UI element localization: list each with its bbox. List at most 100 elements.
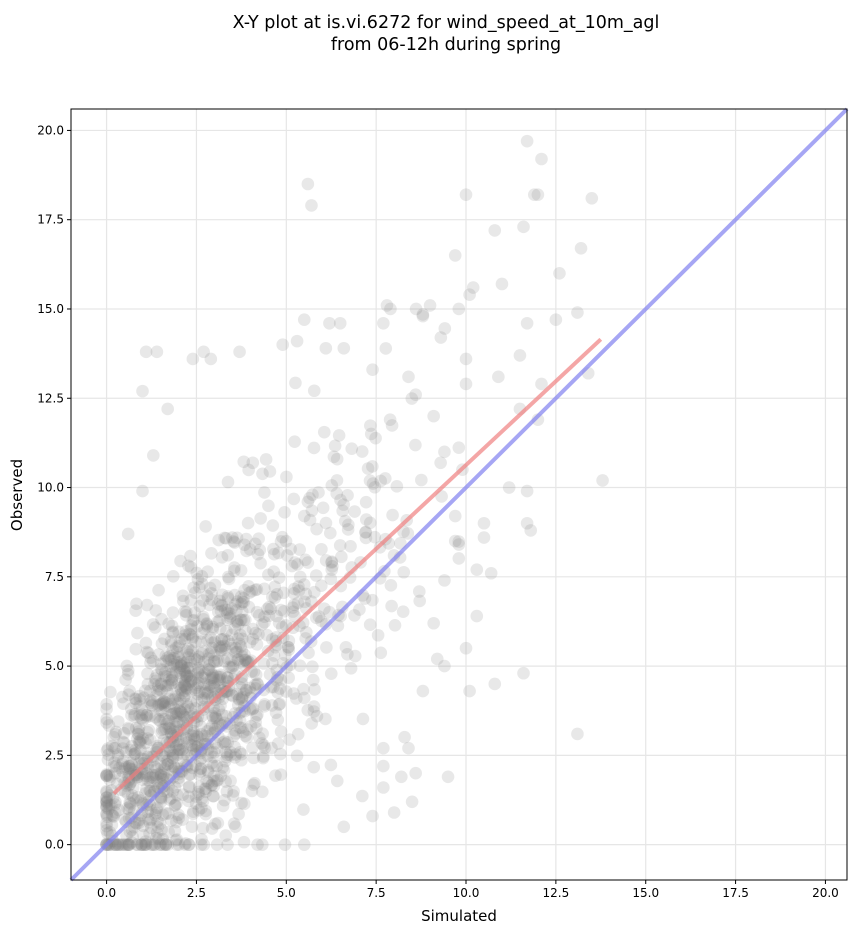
data-point [222, 634, 235, 648]
data-point [280, 549, 294, 562]
data-point [118, 838, 132, 851]
data-point [106, 791, 120, 805]
x-tick-label: 15.0 [632, 886, 659, 900]
data-point [217, 639, 231, 653]
data-point [153, 817, 167, 830]
data-point [452, 552, 466, 565]
data-points [100, 134, 609, 851]
data-point [315, 542, 328, 556]
data-point [390, 480, 404, 493]
data-point [194, 635, 208, 648]
data-point [234, 681, 247, 694]
data-point [150, 668, 164, 682]
data-point [334, 493, 347, 507]
data-point [412, 585, 426, 598]
data-point [156, 698, 170, 711]
data-point [263, 465, 277, 478]
data-point [378, 472, 392, 485]
data-point [213, 594, 227, 608]
data-point [250, 583, 264, 596]
data-point [363, 474, 377, 488]
data-point [158, 712, 171, 726]
data-point [258, 700, 271, 713]
grid-lines [71, 109, 847, 880]
data-point [394, 536, 407, 550]
data-point [144, 821, 158, 835]
data-point [330, 452, 344, 466]
data-point [397, 565, 411, 579]
data-point [133, 736, 146, 749]
data-point [150, 826, 164, 839]
data-point [140, 598, 154, 612]
data-point [319, 712, 332, 726]
data-point [170, 658, 184, 672]
data-point [169, 834, 183, 847]
data-point [174, 657, 188, 671]
data-point [129, 642, 143, 656]
data-point [139, 838, 153, 851]
data-point [234, 640, 248, 653]
data-point [164, 722, 177, 735]
x-tick-label: 7.5 [367, 886, 386, 900]
data-point [164, 635, 178, 648]
data-point [251, 838, 264, 851]
data-point [203, 581, 217, 595]
data-point [180, 605, 193, 619]
data-point [327, 450, 341, 464]
data-point [184, 675, 197, 689]
data-point [258, 741, 272, 755]
data-point [146, 618, 160, 631]
data-point [368, 480, 382, 494]
data-point [121, 667, 135, 681]
data-point [221, 613, 234, 627]
data-point [213, 622, 227, 635]
data-point [100, 784, 113, 798]
data-point [170, 797, 183, 810]
data-point [269, 769, 282, 782]
data-point [452, 538, 466, 551]
data-point [176, 813, 189, 826]
data-point [176, 594, 190, 608]
data-point [113, 838, 127, 851]
data-point [162, 692, 175, 705]
data-point [251, 708, 264, 721]
data-point [178, 838, 192, 851]
data-point [100, 791, 113, 805]
data-point [125, 758, 139, 772]
data-point [128, 747, 142, 760]
data-point [150, 762, 164, 776]
data-point [308, 585, 321, 599]
data-point [163, 650, 177, 663]
data-point [219, 775, 232, 788]
data-point [121, 527, 135, 541]
data-point [139, 736, 152, 750]
data-point [278, 838, 292, 851]
data-point [144, 838, 158, 851]
data-point [199, 782, 213, 796]
data-point [120, 801, 134, 815]
data-point [143, 684, 157, 698]
data-point [150, 684, 164, 698]
data-point [224, 774, 237, 788]
data-point [202, 663, 216, 677]
data-point [146, 654, 160, 668]
data-point [134, 736, 147, 750]
data-point [198, 782, 212, 796]
data-point [287, 587, 301, 600]
data-point [106, 809, 120, 823]
data-point [132, 816, 146, 830]
data-point [171, 697, 185, 710]
data-point [265, 699, 279, 712]
data-point [178, 605, 192, 618]
data-point [145, 838, 159, 851]
data-point [130, 597, 143, 611]
data-point [132, 727, 145, 741]
data-point [221, 570, 235, 584]
data-point [291, 558, 304, 571]
data-point [459, 188, 473, 202]
data-point [232, 693, 246, 706]
data-point [125, 836, 138, 849]
data-point [203, 598, 216, 612]
data-point [168, 714, 182, 727]
x-axis-label: Simulated [421, 907, 497, 925]
